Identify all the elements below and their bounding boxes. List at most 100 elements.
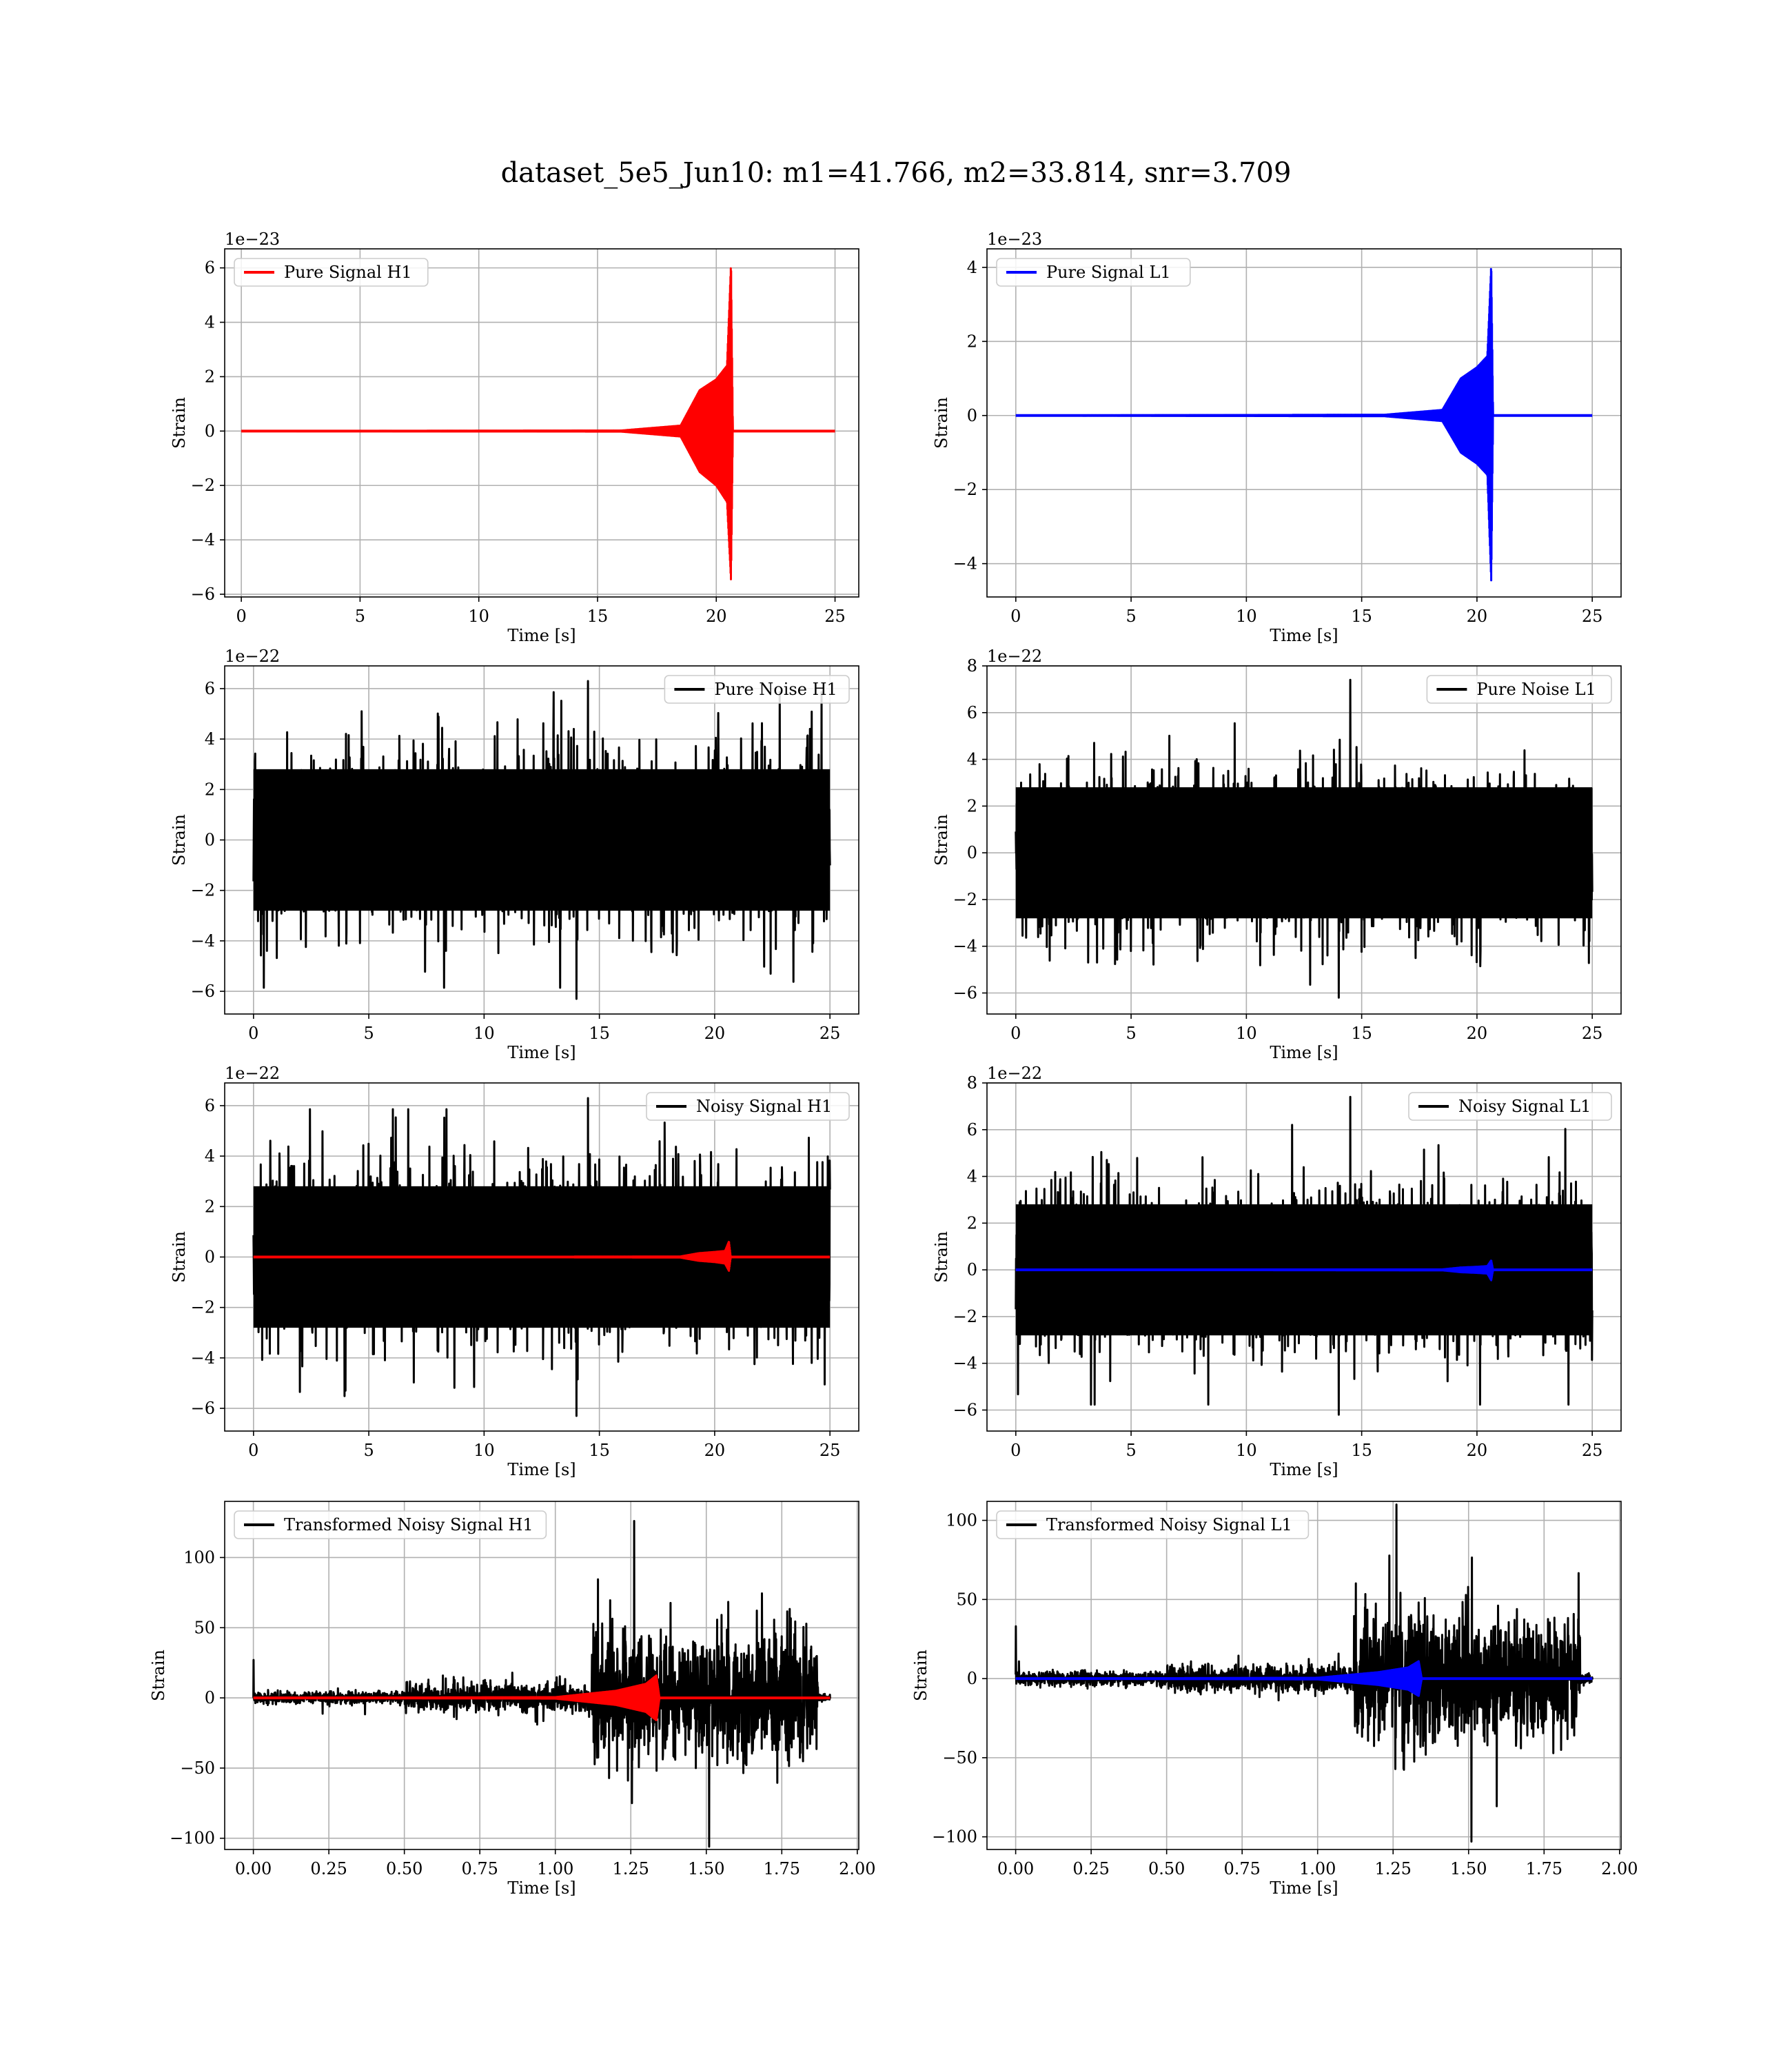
x-tick-label: 2.00 [839,1859,875,1878]
legend: Transformed Noisy Signal H1 [234,1510,547,1539]
y-axis-label: Strain [170,1231,189,1283]
data-layer [252,680,831,1000]
x-tick-label: 20 [706,607,727,626]
axes-frame [986,248,1622,598]
y-tick-label: 50 [956,1590,977,1609]
x-tick-label: 2.00 [1601,1859,1638,1878]
y-tick-label: −2 [953,480,977,499]
y-tick-label: −6 [191,1399,215,1418]
y-tick-label: 2 [205,367,215,386]
plot-panel-pure-noise-l1: 0 5 10 15 20 25 −6 −4 −2 0 2 4 6 8 Time [s] Strain 1e−22… [932,647,1622,1062]
x-tick-label: 20 [1467,607,1488,626]
x-tick-label: 0 [1010,607,1021,626]
axes-frame [986,1082,1622,1432]
y-axis-label: Strain [149,1650,168,1701]
x-tick-label: 5 [1126,607,1136,626]
tick-labels: 0 5 10 15 20 25 −6 −4 −2 0 2 4 6 8 [953,1073,1603,1460]
axis-offset-text: 1e−22 [987,647,1042,666]
x-tick-label: 0 [248,1024,258,1043]
y-tick-label: 0 [967,843,977,862]
y-axis-label: Strain [911,1650,930,1701]
legend-label: Pure Noise L1 [1476,680,1596,699]
y-tick-label: 0 [967,406,977,425]
x-tick-label: 5 [1126,1441,1136,1460]
x-tick-label: 1.75 [764,1859,800,1878]
legend-box [664,675,850,704]
axis-offset-text: 1e−23 [225,230,280,249]
axis-offset-text: 1e−23 [987,230,1042,249]
legend-box [996,258,1191,287]
x-tick-label: 15 [587,607,609,626]
y-tick-label: −4 [191,530,215,549]
x-tick-label: 25 [1582,607,1603,626]
x-tick-label: 0.25 [1072,1859,1109,1878]
y-tick-label: −4 [953,554,977,574]
legend-box [646,1092,850,1121]
axis-offset-text: 1e−22 [225,1064,280,1083]
x-tick-label: 20 [1467,1441,1488,1460]
x-tick-label: 0 [248,1441,258,1460]
y-tick-label: −100 [932,1827,977,1847]
legend: Pure Noise H1 [664,675,850,704]
y-tick-label: −2 [191,1298,215,1317]
legend: Noisy Signal L1 [1408,1092,1612,1121]
series-line-signal [1015,1259,1494,1281]
y-tick-label: −6 [191,585,215,604]
data-layer [252,1520,831,1848]
x-tick-label: 5 [1126,1024,1136,1043]
plot-panel-pure-signal-l1: 0 5 10 15 20 25 −4 −2 0 2 4 Time [s] Strain 1e−23Pure… [932,230,1622,645]
legend-box [234,1510,547,1539]
tick-labels: 0.00 0.25 0.50 0.75 1.00 1.25 1.50 1.75 2.00 −100… [932,1511,1638,1878]
axes-frame [224,1501,859,1850]
legend-box [1408,1092,1612,1121]
y-tick-label: 100 [183,1548,215,1567]
y-tick-label: 0 [205,1248,215,1267]
x-tick-label: 1.25 [613,1859,649,1878]
y-tick-label: −100 [170,1829,215,1848]
y-tick-label: 0 [205,421,215,440]
legend: Transformed Noisy Signal L1 [996,1510,1310,1539]
x-tick-label: 0.75 [1223,1859,1260,1878]
x-tick-label: 5 [363,1024,374,1043]
x-tick-label: 15 [1351,1024,1372,1043]
x-tick-label: 10 [1236,607,1257,626]
y-tick-label: −50 [942,1748,977,1767]
y-axis-label: Strain [932,814,951,866]
x-tick-label: 15 [1351,1441,1372,1460]
x-tick-label: 25 [824,607,846,626]
x-tick-label: 1.00 [537,1859,573,1878]
axes-frame [986,1501,1622,1850]
x-tick-label: 10 [1236,1024,1257,1043]
y-tick-label: 2 [967,1213,977,1233]
y-tick-label: 0 [205,1688,215,1707]
legend-box [996,1510,1310,1539]
axes-frame [224,248,859,598]
x-axis-label: Time [s] [507,1043,576,1062]
plot-panel-noisy-signal-l1: 0 5 10 15 20 25 −6 −4 −2 0 2 4 6 8 Time [s] Strain 1e−22… [932,1064,1622,1479]
legend-label: Noisy Signal H1 [696,1097,832,1116]
y-tick-label: 4 [205,1146,215,1166]
y-tick-label: 6 [967,703,977,722]
y-tick-label: 6 [205,258,215,278]
axis-offset-text: 1e−22 [987,1064,1042,1083]
x-tick-label: 10 [474,1441,495,1460]
y-axis-label: Strain [170,397,189,449]
y-tick-label: 0 [967,1260,977,1279]
y-tick-label: 50 [194,1618,215,1637]
y-tick-label: 4 [967,258,977,277]
y-tick-label: 8 [967,1073,977,1093]
tick-labels: 0.00 0.25 0.50 0.75 1.00 1.25 1.50 1.75 2.00 −100… [170,1548,875,1878]
x-tick-label: 20 [704,1441,726,1460]
x-tick-label: 10 [1236,1441,1257,1460]
x-tick-label: 10 [474,1024,495,1043]
x-tick-label: 0.00 [997,1859,1034,1878]
data-layer [1015,267,1593,582]
x-tick-label: 10 [468,607,489,626]
y-tick-label: −50 [180,1758,215,1778]
y-tick-label: 4 [967,750,977,769]
x-tick-label: 25 [1582,1024,1603,1043]
y-tick-label: −6 [953,983,977,1002]
figure-title: dataset_5e5_Jun10: m1=41.766, m2=33.814,… [500,157,1292,189]
noise-core-band [1015,787,1593,919]
y-axis-label: Strain [932,1231,951,1283]
